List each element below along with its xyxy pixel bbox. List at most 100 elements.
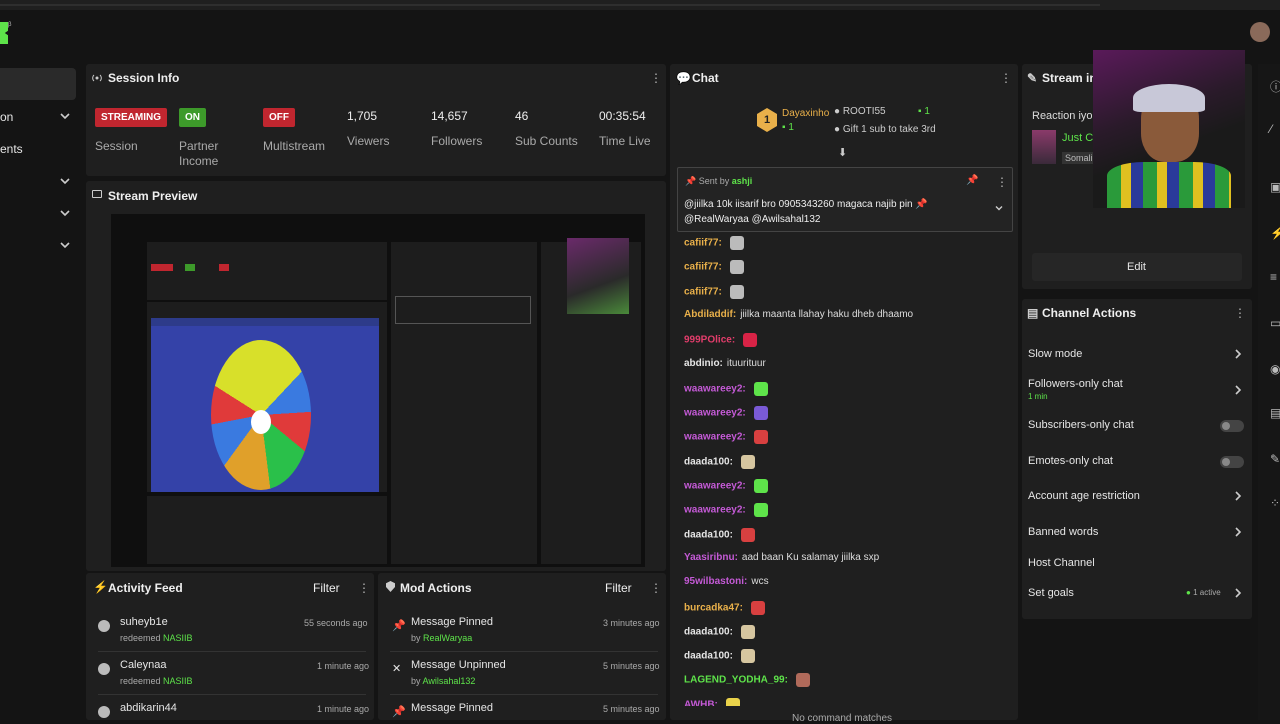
address-bar[interactable] xyxy=(0,4,1100,6)
chat-message[interactable]: burcadka47: xyxy=(684,600,765,615)
bolt-icon[interactable]: ⚡ xyxy=(1270,226,1280,240)
chevron-down-icon[interactable] xyxy=(59,239,71,251)
user-avatar[interactable] xyxy=(1250,22,1270,42)
chat-message[interactable]: waawareey2: xyxy=(684,503,768,518)
gift-user1[interactable]: Dayaxinho xyxy=(782,108,830,119)
chat-username[interactable]: burcadka47: xyxy=(684,602,743,614)
chat-username[interactable]: daada100: xyxy=(684,529,733,541)
chat-message[interactable]: waawareey2: xyxy=(684,406,768,421)
edit-button[interactable] xyxy=(1032,253,1242,281)
collapse-icon[interactable]: ⬇ xyxy=(838,147,848,159)
chat-username[interactable]: waawareey2: xyxy=(684,383,746,395)
chevron-right-icon[interactable] xyxy=(1232,587,1244,599)
chevron-right-icon[interactable] xyxy=(1232,384,1244,396)
chat-message[interactable]: 999POlice: xyxy=(684,333,758,348)
chat-username[interactable]: waawareey2: xyxy=(684,432,746,444)
feed-user[interactable]: Caleynaa xyxy=(120,659,167,671)
chat-username[interactable]: daada100: xyxy=(684,626,733,638)
kebab-icon[interactable]: ⋮ xyxy=(1000,71,1012,85)
chat-username[interactable]: daada100: xyxy=(684,456,733,468)
wheel-center xyxy=(251,410,271,434)
pin-toggle-icon[interactable]: 📌 xyxy=(966,175,979,186)
chat-message[interactable]: waawareey2: xyxy=(684,381,768,396)
chat-message[interactable]: AWHB: xyxy=(684,697,740,706)
channel-actions-panel xyxy=(1022,299,1252,619)
kebab-icon[interactable]: ⋮ xyxy=(650,581,662,595)
chat-username[interactable]: waawareey2: xyxy=(684,504,746,516)
chat-username[interactable]: daada100: xyxy=(684,650,733,662)
chat-username[interactable]: waawareey2: xyxy=(684,407,746,419)
chat-username[interactable]: cafiif77: xyxy=(684,261,722,273)
chat-username[interactable]: Abdiladdif: xyxy=(684,308,737,320)
chat-username[interactable]: waawareey2: xyxy=(684,480,746,492)
chat-message[interactable]: waawareey2: xyxy=(684,479,768,493)
tool-icon[interactable]: ⁄ xyxy=(1270,122,1273,136)
chat-message[interactable]: 95wilbastoni: wcs xyxy=(684,576,769,587)
chat-message[interactable]: cafiif77: xyxy=(684,284,744,299)
chat-message[interactable]: abdinio: ituurituur xyxy=(684,358,766,369)
chat-username[interactable]: LAGEND_YODHA_99: xyxy=(684,675,788,687)
channel-action-row[interactable]: Banned words xyxy=(1028,526,1246,552)
feed-user[interactable]: suheyb1e xyxy=(120,616,168,628)
chat-username[interactable]: AWHB: xyxy=(684,699,718,706)
kick-logo[interactable] xyxy=(0,22,8,44)
toggle-switch[interactable] xyxy=(1220,420,1244,432)
chat-username[interactable]: cafiif77: xyxy=(684,237,722,249)
feed-user[interactable]: abdikarin44 xyxy=(120,702,177,714)
chat-username[interactable]: abdinio: xyxy=(684,357,723,369)
left-nav-selected[interactable] xyxy=(0,68,76,100)
session-info-title: Session Info xyxy=(108,71,180,85)
gift-text[interactable]: ● Gift 1 sub to take 3rd xyxy=(834,124,936,135)
chat-username[interactable]: 999POlice: xyxy=(684,334,736,346)
users-icon[interactable]: ⁘ xyxy=(1270,496,1280,510)
chat-message[interactable]: daada100: xyxy=(684,624,755,639)
chat-message[interactable]: Yaasiribnu: aad baan Ku salamay jiilka sx… xyxy=(684,552,879,563)
channel-action-row[interactable]: Set goals ● 1 active xyxy=(1028,587,1246,613)
chat-message[interactable]: daada100: xyxy=(684,649,755,664)
stream-preview-video[interactable] xyxy=(111,214,645,567)
mod-filter-button[interactable]: Filter xyxy=(605,581,632,595)
channel-action-row[interactable]: Followers-only chat 1 min xyxy=(1028,378,1246,404)
kebab-icon[interactable]: ⋮ xyxy=(996,175,1008,189)
left-nav-item[interactable]: ents xyxy=(0,142,23,156)
chat-text: wcs xyxy=(751,576,769,588)
chat-message[interactable]: cafiif77: xyxy=(684,236,744,250)
chat-icon[interactable]: ▭ xyxy=(1270,316,1280,330)
chat-message[interactable]: LAGEND_YODHA_99: xyxy=(684,673,810,688)
chat-message[interactable]: cafiif77: xyxy=(684,260,744,275)
channel-action-row[interactable]: Slow mode xyxy=(1028,348,1246,374)
channel-action-row[interactable]: Account age restriction xyxy=(1028,490,1246,516)
chevron-right-icon[interactable] xyxy=(1232,490,1244,502)
kebab-icon[interactable]: ⋮ xyxy=(650,71,662,85)
chat-message[interactable]: daada100: xyxy=(684,527,755,542)
channel-action-row[interactable]: Subscribers-only chat xyxy=(1028,419,1246,445)
tool-icon[interactable]: ▣ xyxy=(1270,180,1280,194)
chevron-down-icon[interactable] xyxy=(59,207,71,219)
broadcast-icon[interactable]: ◉ xyxy=(1270,362,1280,376)
chat-username[interactable]: cafiif77: xyxy=(684,286,722,298)
chevron-down-icon[interactable] xyxy=(993,202,1005,214)
chat-username[interactable]: Yaasiribnu: xyxy=(684,551,738,563)
chevron-down-icon[interactable] xyxy=(59,110,71,122)
chevron-right-icon[interactable] xyxy=(1232,348,1244,360)
list-icon[interactable]: ≡ xyxy=(1270,270,1278,284)
chevron-right-icon[interactable] xyxy=(1232,526,1244,538)
chat-username[interactable]: 95wilbastoni: xyxy=(684,576,748,588)
channel-action-row[interactable]: Emotes-only chat xyxy=(1028,455,1246,481)
pencil-icon[interactable]: ✎ xyxy=(1270,452,1280,466)
left-nav-item[interactable]: on xyxy=(0,110,14,124)
panel-icon[interactable]: ▤ xyxy=(1270,406,1280,420)
activity-filter-button[interactable]: Filter xyxy=(313,581,340,595)
chat-message[interactable]: waawareey2: xyxy=(684,430,768,445)
toggle-switch[interactable] xyxy=(1220,456,1244,468)
edit-button-label[interactable]: Edit xyxy=(1127,261,1146,273)
kebab-icon[interactable]: ⋮ xyxy=(358,581,370,595)
info-icon[interactable]: ⓘ xyxy=(1270,80,1280,94)
kebab-icon[interactable]: ⋮ xyxy=(1234,306,1246,320)
gift-user2[interactable]: ● ROOTI55 xyxy=(834,106,886,117)
chat-message[interactable]: daada100: xyxy=(684,454,755,469)
pinned-message[interactable] xyxy=(677,167,1013,232)
chevron-down-icon[interactable] xyxy=(59,175,71,187)
channel-action-row[interactable]: Host Channel xyxy=(1028,557,1246,583)
chat-message[interactable]: Abdiladdif: jiilka maanta llahay haku dhe… xyxy=(684,309,913,320)
